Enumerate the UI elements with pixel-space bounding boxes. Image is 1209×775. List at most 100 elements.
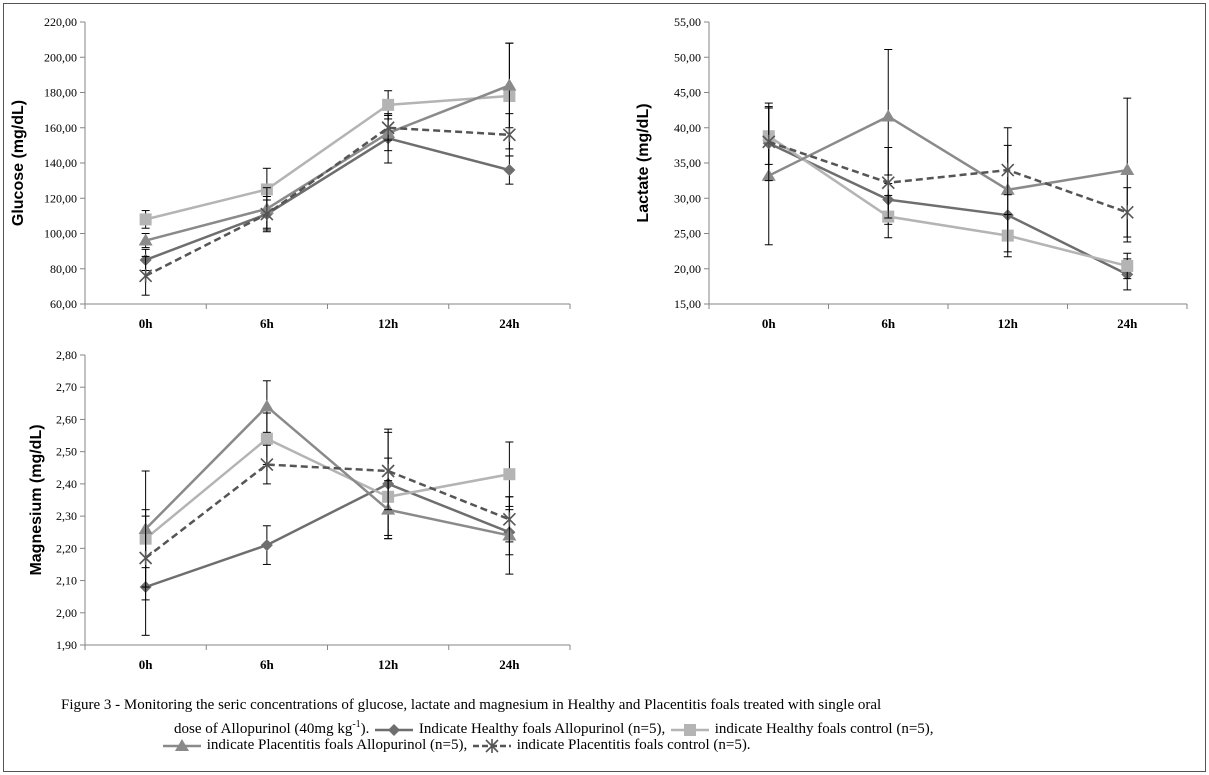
data-point-cross <box>260 207 274 222</box>
magnesium-chart: 1,90 2,00 2,10 2,20 2,30 2,40 2,50 2,60 2,70 2,80… <box>28 348 571 672</box>
y-tick-label: 35,00 <box>674 156 701 170</box>
caption-dose-end: ). <box>360 721 370 737</box>
data-point-cross <box>260 457 274 472</box>
y-tick-label: 80,00 <box>50 262 77 276</box>
series-line <box>145 482 510 589</box>
y-tick-label: 40,00 <box>674 121 701 135</box>
y-tick-label: 2,00 <box>56 606 77 620</box>
figure-caption: Figure 3 - Monitoring the seric concentr… <box>0 696 1209 775</box>
y-tick-label: 25,00 <box>674 227 701 241</box>
legend-healthy-control: indicate Healthy foals control (n=5), <box>714 721 934 737</box>
legend-marker-triangle <box>175 738 189 751</box>
y-tick-label: 2,60 <box>56 412 77 426</box>
caption-line-1: Figure 3 - Monitoring the seric concentr… <box>61 697 882 713</box>
data-point-diamond <box>260 539 273 552</box>
data-point-cross <box>502 512 516 527</box>
x-tick-label: 0h <box>762 316 777 331</box>
y-tick-label: 200,00 <box>44 50 77 64</box>
series-placentitis-control <box>139 431 516 601</box>
y-tick-label: 55,00 <box>674 15 701 29</box>
x-tick-label: 12h <box>998 316 1019 331</box>
legend-placentitis-allopurinol: indicate Placentitis foals Allopurinol (… <box>206 737 468 753</box>
series-line <box>144 404 510 537</box>
data-point-cross <box>881 175 895 190</box>
y-tick-label: 60,00 <box>50 297 77 311</box>
legend-marker-diamond <box>388 723 401 736</box>
y-tick-label: 2,30 <box>56 509 77 523</box>
data-point-square <box>382 98 395 111</box>
x-tick-label: 24h <box>499 316 520 331</box>
data-point-cross <box>381 464 395 478</box>
y-tick-label: 30,00 <box>674 191 701 205</box>
legend-healthy-allopurinol: Indicate Healthy foals Allopurinol (n=5)… <box>418 721 666 737</box>
y-axis-label: Magnesium (mg/dL) <box>28 424 45 575</box>
data-point-cross <box>139 268 153 283</box>
legend-swatch-diamond <box>375 723 414 737</box>
data-point-square <box>139 213 152 226</box>
data-point-triangle <box>1120 163 1135 176</box>
x-tick-label: 0h <box>139 657 154 672</box>
y-tick-label: 180,00 <box>44 86 77 100</box>
data-point-cross <box>139 551 153 565</box>
y-tick-label: 160,00 <box>44 121 77 135</box>
data-point-square <box>260 432 273 445</box>
data-point-cross <box>381 120 395 135</box>
data-point-triangle <box>259 399 274 412</box>
x-tick-label: 24h <box>1117 316 1138 331</box>
series-line <box>768 115 1128 192</box>
series-line <box>144 463 510 559</box>
legend-marker-cross <box>485 738 499 753</box>
caption-dose-text: dose of Allopurinol (40mg kg <box>174 721 353 737</box>
data-point-triangle <box>881 109 896 122</box>
series-line <box>145 136 510 262</box>
data-point-cross <box>502 127 516 142</box>
caption-line-2: dose of Allopurinol (40mg kg-1). Indicat… <box>174 716 934 738</box>
caption-line-3: indicate Placentitis foals Allopurinol (… <box>161 736 751 754</box>
x-tick-label: 0h <box>139 316 154 331</box>
data-point-diamond <box>503 164 516 177</box>
glucose-chart: 60,00 80,00 100,00 120,00 140,00 160,00 180,00… <box>10 15 571 331</box>
series-line <box>768 135 1128 268</box>
data-point-triangle <box>502 78 517 91</box>
x-tick-label: 6h <box>260 316 275 331</box>
y-tick-label: 1,90 <box>56 638 77 652</box>
y-tick-label: 20,00 <box>674 262 701 276</box>
y-tick-label: 50,00 <box>674 50 701 64</box>
data-point-cross <box>1001 163 1015 178</box>
y-tick-label: 2,10 <box>56 574 77 588</box>
legend-placentitis-control: indicate Placentitis foals control (n=5)… <box>516 737 751 753</box>
x-tick-label: 12h <box>378 657 399 672</box>
x-tick-label: 24h <box>499 657 520 672</box>
data-point-cross <box>762 134 776 149</box>
y-tick-label: 220,00 <box>44 15 77 29</box>
y-tick-label: 100,00 <box>44 227 77 241</box>
y-axis-label: Lactate (mg/dL) <box>635 103 652 222</box>
legend-swatch-cross <box>473 738 511 753</box>
caption-dose-superscript: -1 <box>352 719 361 730</box>
y-tick-label: 2,80 <box>56 348 77 362</box>
data-point-triangle <box>138 233 153 246</box>
data-point-cross <box>1120 205 1134 220</box>
y-axis-label: Glucose (mg/dL) <box>10 100 27 226</box>
series-line <box>145 94 510 221</box>
y-tick-label: 15,00 <box>674 297 701 311</box>
y-tick-label: 45,00 <box>674 86 701 100</box>
x-tick-label: 6h <box>881 316 896 331</box>
series-placentitis-control <box>762 102 1134 238</box>
y-tick-label: 140,00 <box>44 156 77 170</box>
y-tick-label: 2,70 <box>56 380 77 394</box>
series-line <box>768 142 1128 276</box>
legend-marker-square <box>684 723 696 736</box>
x-tick-label: 12h <box>378 316 399 331</box>
lactate-chart: 15,00 20,00 25,00 30,00 35,00 40,00 45,00 50,00… <box>635 15 1188 331</box>
legend-swatch-square <box>671 723 709 737</box>
figure-frame <box>3 3 1206 772</box>
series-line <box>145 126 510 277</box>
y-tick-label: 2,20 <box>56 541 77 555</box>
x-tick-label: 6h <box>260 657 275 672</box>
y-tick-label: 2,40 <box>56 477 77 491</box>
series-placentitis-control <box>139 113 516 296</box>
data-point-square <box>503 468 516 481</box>
legend-swatch-triangle <box>163 738 201 753</box>
